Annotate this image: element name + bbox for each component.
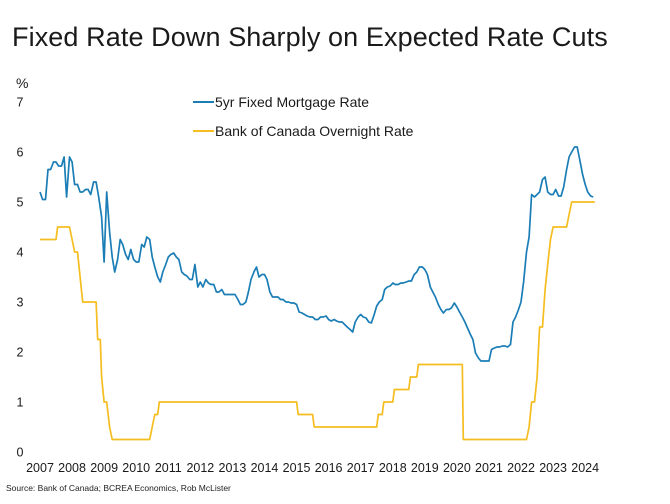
x-tick-label: 2012: [186, 461, 214, 475]
y-axis-unit-label: %: [16, 75, 29, 91]
x-tick-label: 2019: [411, 461, 439, 475]
x-tick-label: 2016: [315, 461, 343, 475]
x-tick-label: 2020: [443, 461, 471, 475]
x-tick-label: 2008: [58, 461, 86, 475]
x-tick-label: 2007: [26, 461, 54, 475]
chart-legend: 5yr Fixed Mortgage Rate Bank of Canada Ov…: [193, 94, 414, 139]
y-tick-label: 6: [17, 146, 24, 160]
x-tick-label: 2010: [122, 461, 150, 475]
y-tick-label: 0: [17, 446, 24, 460]
y-tick-label: 1: [17, 396, 24, 410]
x-tick-label: 2017: [347, 461, 375, 475]
chart-series: [39, 146, 595, 441]
x-tick-label: 2011: [155, 461, 182, 475]
x-tick-label: 2023: [539, 461, 567, 475]
x-tick-label: 2015: [283, 461, 311, 475]
y-tick-label: 3: [17, 296, 24, 310]
chart-axes: 0 1 2 3 4 5 6 7 2007 2008 2009 2010 2011 2012 2013 2014…: [17, 96, 600, 476]
legend-item-overnight-rate-label: Bank of Canada Overnight Rate: [215, 123, 414, 139]
x-tick-label: 2021: [475, 461, 503, 475]
y-tick-label: 4: [17, 246, 24, 260]
x-tick-label: 2022: [507, 461, 535, 475]
x-tick-label: 2009: [90, 461, 118, 475]
source-note: Source: Bank of Canada; BCREA Economics,…: [6, 483, 231, 493]
series-line-5yr-fixed: [39, 146, 594, 362]
chart-title: Fixed Rate Down Sharply on Expected Rate…: [12, 22, 608, 52]
x-tick-label: 2018: [379, 461, 407, 475]
y-tick-label: 7: [17, 96, 24, 110]
x-tick-label: 2013: [219, 461, 247, 475]
legend-item-5yr-fixed-label: 5yr Fixed Mortgage Rate: [215, 94, 369, 110]
series-line-overnight-rate: [40, 201, 595, 441]
y-tick-label: 5: [17, 196, 24, 210]
x-tick-label: 2014: [251, 461, 279, 475]
y-tick-label: 2: [17, 346, 24, 360]
x-tick-label: 2024: [571, 461, 599, 475]
